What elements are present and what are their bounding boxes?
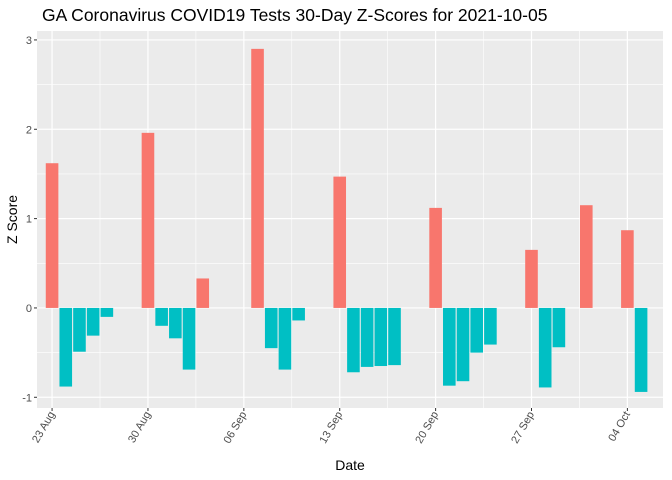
bar bbox=[251, 48, 264, 308]
bar bbox=[333, 176, 347, 308]
chart-title: GA Coronavirus COVID19 Tests 30-Day Z-Sc… bbox=[42, 5, 548, 25]
bar bbox=[278, 307, 292, 370]
y-axis: -1 0 1 2 3 bbox=[22, 35, 37, 404]
bar bbox=[429, 207, 442, 308]
x-tick-label: 30 Aug bbox=[126, 410, 154, 446]
bar bbox=[264, 307, 278, 349]
bar bbox=[552, 307, 566, 348]
bar bbox=[100, 307, 114, 317]
y-tick-label: 1 bbox=[26, 214, 32, 226]
bar bbox=[470, 307, 484, 353]
bar bbox=[621, 230, 634, 308]
x-axis-title: Date bbox=[335, 457, 365, 473]
bar bbox=[374, 307, 388, 367]
bar bbox=[579, 205, 593, 308]
bars bbox=[45, 48, 648, 392]
x-axis: 23 Aug 30 Aug 06 Sep 13 Sep 20 Sep 27 Sep 04 O… bbox=[30, 408, 633, 446]
bar bbox=[388, 307, 401, 366]
bar bbox=[634, 307, 648, 392]
x-tick-label: 13 Sep bbox=[317, 410, 345, 446]
bar bbox=[169, 307, 182, 339]
bar bbox=[45, 163, 59, 308]
x-tick-label: 23 Aug bbox=[30, 410, 58, 446]
bar bbox=[182, 307, 196, 370]
bar bbox=[538, 307, 552, 388]
bar bbox=[347, 307, 360, 373]
bar bbox=[86, 307, 100, 336]
y-tick-label: 3 bbox=[26, 35, 32, 47]
bar bbox=[525, 249, 538, 308]
bar bbox=[292, 307, 305, 321]
y-tick-label: -1 bbox=[22, 392, 32, 404]
bar bbox=[155, 307, 168, 326]
bar bbox=[73, 307, 86, 352]
bar bbox=[196, 278, 210, 308]
bar bbox=[360, 307, 374, 367]
bar bbox=[443, 307, 456, 386]
y-axis-title: Z Score bbox=[4, 195, 20, 244]
y-tick-label: 0 bbox=[26, 303, 32, 315]
bar bbox=[456, 307, 470, 382]
bar bbox=[59, 307, 73, 387]
x-tick-label: 04 Oct bbox=[606, 410, 633, 444]
bar bbox=[141, 132, 155, 308]
y-tick-label: 2 bbox=[26, 124, 32, 136]
x-tick-label: 06 Sep bbox=[222, 410, 250, 446]
x-tick-label: 20 Sep bbox=[413, 410, 441, 446]
x-tick-label: 27 Sep bbox=[509, 410, 537, 446]
bar bbox=[484, 307, 497, 345]
